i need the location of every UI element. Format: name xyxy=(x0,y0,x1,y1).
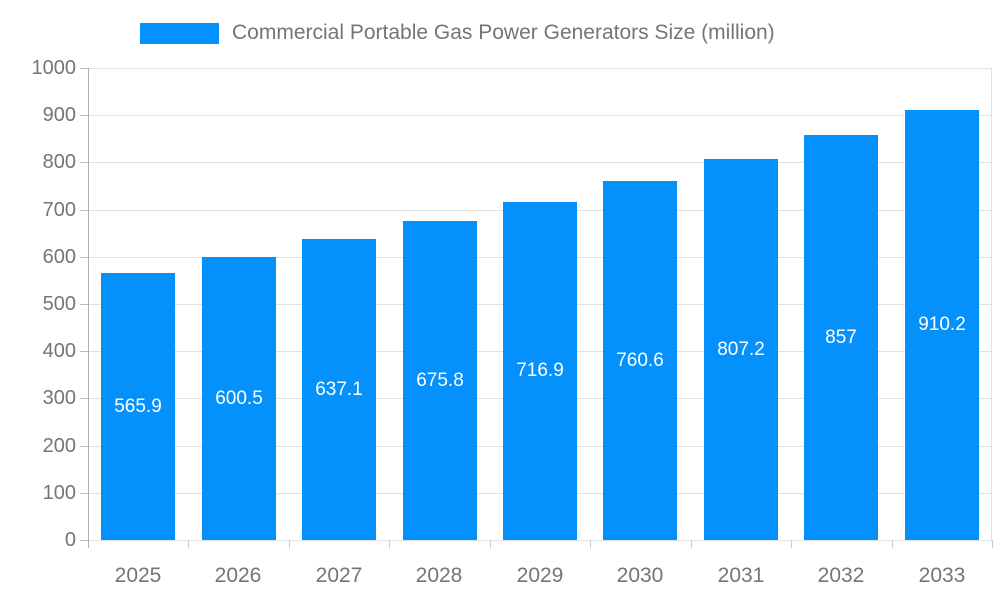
x-tick-label: 2032 xyxy=(817,564,865,587)
y-tick-mark xyxy=(80,540,88,541)
x-boundary-tick xyxy=(992,540,993,548)
chart-title: Commercial Portable Gas Power Generators… xyxy=(232,21,775,44)
y-tick-label: 700 xyxy=(42,199,76,221)
x-boundary-tick xyxy=(892,540,893,548)
y-tick-mark xyxy=(80,162,88,163)
y-tick-mark xyxy=(80,210,88,211)
y-tick-mark xyxy=(80,68,88,69)
bar-2031[interactable]: 807.2 xyxy=(704,159,778,540)
y-tick-label: 500 xyxy=(42,293,76,315)
y-tick-mark xyxy=(80,398,88,399)
y-tick-mark xyxy=(80,115,88,116)
x-boundary-tick xyxy=(389,540,390,548)
x-tick-label: 2030 xyxy=(616,564,664,587)
bar-2033[interactable]: 910.2 xyxy=(905,110,979,540)
x-boundary-tick xyxy=(590,540,591,548)
x-tick-label: 2029 xyxy=(516,564,564,587)
gridline xyxy=(88,540,992,541)
bar-2027[interactable]: 637.1 xyxy=(302,239,376,540)
y-tick-label: 800 xyxy=(42,151,76,173)
x-boundary-tick xyxy=(289,540,290,548)
bar-2030[interactable]: 760.6 xyxy=(603,181,677,540)
bar-value-label: 600.5 xyxy=(215,388,263,409)
gridline xyxy=(88,162,992,163)
x-tick-label: 2027 xyxy=(315,564,363,587)
bar-value-label: 857 xyxy=(825,327,857,348)
y-tick-label: 300 xyxy=(42,387,76,409)
legend-swatch[interactable] xyxy=(140,22,219,44)
bar-value-label: 910.2 xyxy=(918,314,966,335)
bar-value-label: 637.1 xyxy=(315,379,363,400)
y-tick-label: 1000 xyxy=(31,57,77,79)
x-boundary-tick xyxy=(791,540,792,548)
plot-area: 0 100 200 300 400 500 600 700 800 900 1000 565.9 202… xyxy=(32,58,993,586)
bar-value-label: 807.2 xyxy=(717,339,765,360)
y-tick-mark xyxy=(80,351,88,352)
y-tick-label: 0 xyxy=(64,529,76,551)
bar-2032[interactable]: 857 xyxy=(804,135,878,540)
bar-value-label: 716.9 xyxy=(516,360,564,381)
x-tick-label: 2028 xyxy=(415,564,463,587)
y-tick-label: 400 xyxy=(42,340,76,362)
x-boundary-tick xyxy=(691,540,692,548)
y-tick-mark xyxy=(80,493,88,494)
x-tick-label: 2025 xyxy=(114,564,162,587)
legend: Commercial Portable Gas Power Generators… xyxy=(140,18,775,48)
bar-value-label: 675.8 xyxy=(416,370,464,391)
bar-2028[interactable]: 675.8 xyxy=(403,221,477,540)
bar-2029[interactable]: 716.9 xyxy=(503,202,577,540)
x-tick-label: 2026 xyxy=(214,564,262,587)
y-tick-label: 200 xyxy=(42,435,76,457)
plot-right-border xyxy=(991,68,992,540)
y-tick-label: 600 xyxy=(42,246,76,268)
y-axis-line xyxy=(88,68,89,548)
y-tick-label: 100 xyxy=(42,482,76,504)
gridline xyxy=(88,68,992,69)
y-tick-mark xyxy=(80,257,88,258)
gridline xyxy=(88,115,992,116)
y-tick-mark xyxy=(80,446,88,447)
x-tick-label: 2033 xyxy=(918,564,966,587)
x-boundary-tick xyxy=(490,540,491,548)
x-boundary-tick xyxy=(188,540,189,548)
y-tick-mark xyxy=(80,304,88,305)
x-tick-label: 2031 xyxy=(717,564,765,587)
bar-value-label: 565.9 xyxy=(114,396,162,417)
bar-2025[interactable]: 565.9 xyxy=(101,273,175,540)
bar-value-label: 760.6 xyxy=(616,350,664,371)
y-tick-label: 900 xyxy=(42,104,76,126)
bar-2026[interactable]: 600.5 xyxy=(202,257,276,540)
